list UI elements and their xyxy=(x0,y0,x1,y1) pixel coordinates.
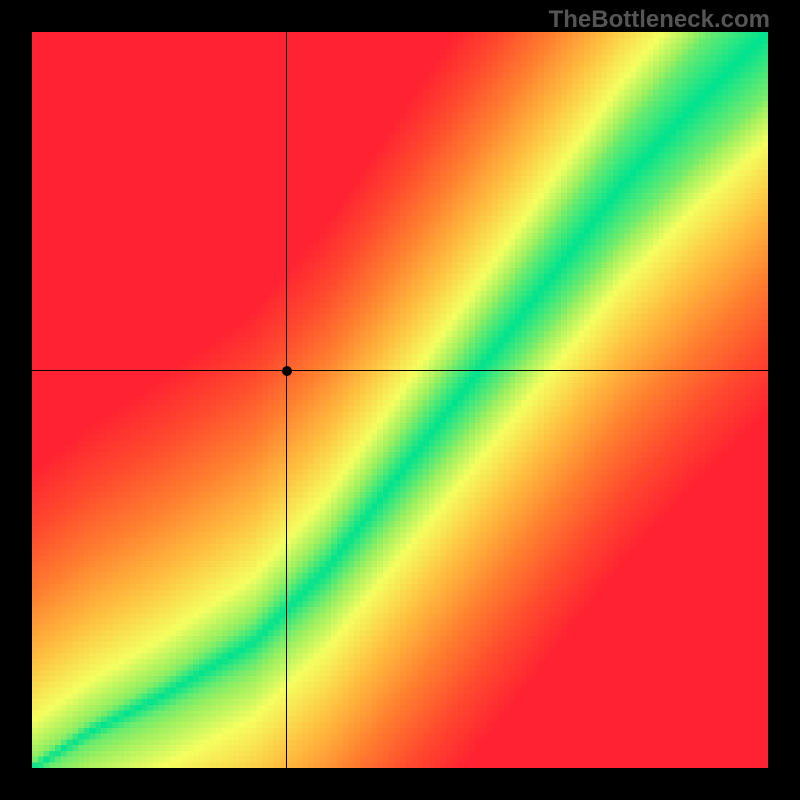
crosshair-vertical xyxy=(286,32,287,768)
watermark-text: TheBottleneck.com xyxy=(549,6,770,34)
heatmap-canvas xyxy=(32,32,768,768)
crosshair-marker xyxy=(282,366,292,376)
chart-frame: TheBottleneck.com xyxy=(0,0,800,800)
crosshair-horizontal xyxy=(32,370,768,371)
plot-area xyxy=(32,32,768,768)
